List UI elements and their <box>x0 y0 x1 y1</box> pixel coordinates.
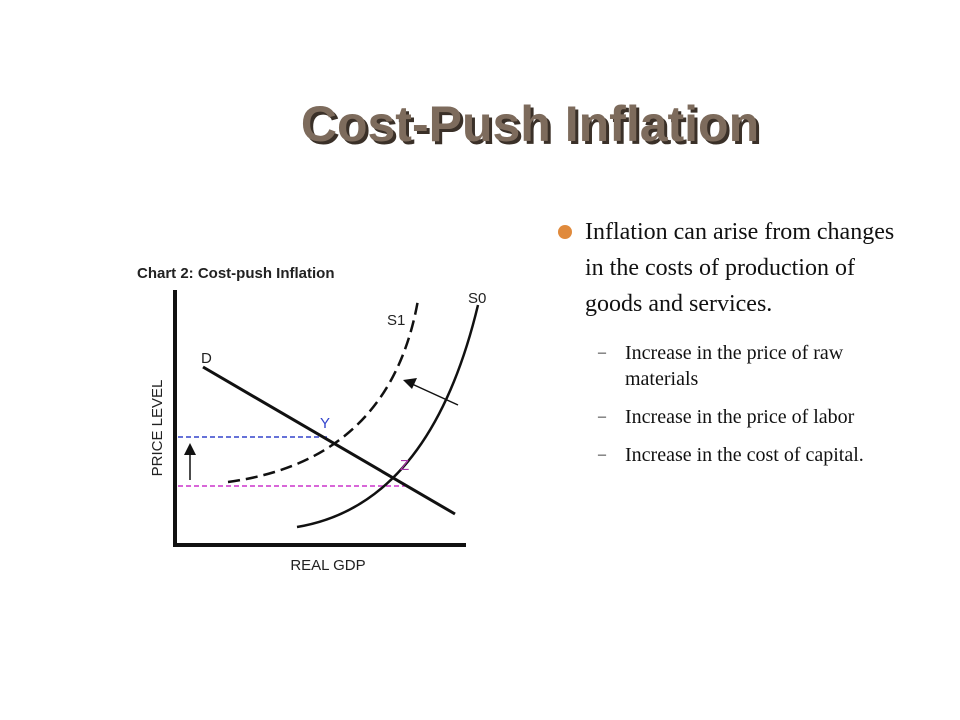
demand-curve <box>202 365 456 516</box>
y-axis-label: PRICE LEVEL <box>149 380 166 477</box>
slide-title: Cost-Push Inflation <box>300 96 760 152</box>
supply-s1 <box>227 299 420 484</box>
x-axis-label: REAL GDP <box>290 557 365 574</box>
sub-bullet: Increase in the cost of capital. <box>598 442 915 468</box>
label-s1: S1 <box>387 312 405 329</box>
shift-arrow <box>411 383 459 406</box>
label-z: Z <box>400 457 409 474</box>
label-d: D <box>201 350 212 367</box>
up-arrow-head <box>184 443 196 455</box>
bullet-list: Inflation can arise from changes in the … <box>558 214 915 468</box>
shift-arrow-head <box>403 378 417 389</box>
label-y: Y <box>320 415 330 432</box>
sub-bullet: Increase in the price of labor <box>598 404 915 430</box>
figure-title: Chart 2: Cost-push Inflation <box>137 265 335 282</box>
sub-bullet: Increase in the price of raw materials <box>598 340 915 392</box>
supply-s0 <box>296 304 480 529</box>
bullet: Inflation can arise from changes in the … <box>558 214 915 322</box>
label-s0: S0 <box>468 290 486 307</box>
